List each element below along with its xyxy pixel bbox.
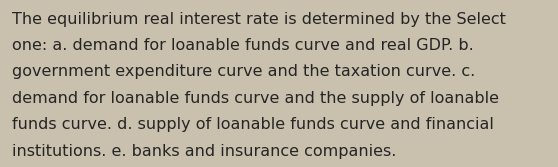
Text: demand for loanable funds curve and the supply of loanable: demand for loanable funds curve and the … bbox=[12, 91, 499, 106]
Text: institutions. e. banks and insurance companies.: institutions. e. banks and insurance com… bbox=[12, 144, 397, 159]
Text: government expenditure curve and the taxation curve. c.: government expenditure curve and the tax… bbox=[12, 64, 475, 79]
Text: funds curve. d. supply of loanable funds curve and financial: funds curve. d. supply of loanable funds… bbox=[12, 117, 494, 132]
Text: one: a. demand for loanable funds curve and real GDP. b.: one: a. demand for loanable funds curve … bbox=[12, 38, 474, 53]
Text: The equilibrium real interest rate is determined by the Select: The equilibrium real interest rate is de… bbox=[12, 12, 506, 27]
